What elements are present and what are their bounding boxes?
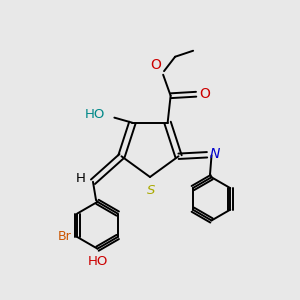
Text: HO: HO [87,255,108,268]
Text: H: H [76,172,85,185]
Text: O: O [150,58,161,72]
Text: HO: HO [85,108,105,121]
Text: Br: Br [58,230,72,243]
Text: N: N [209,147,220,161]
Text: S: S [147,184,156,197]
Text: O: O [199,87,210,101]
